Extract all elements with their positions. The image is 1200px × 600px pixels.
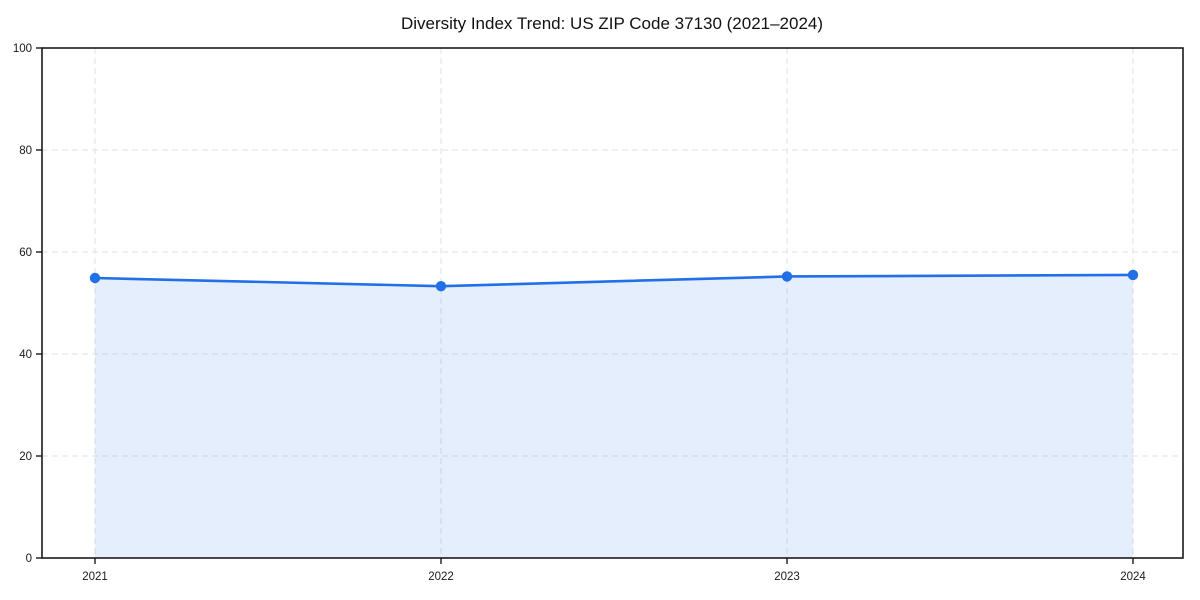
data-point-2024 <box>1127 269 1139 281</box>
x-tick-label: 2023 <box>774 571 800 583</box>
y-tick-label: 80 <box>19 145 32 157</box>
area-fill-layer <box>95 274 1133 558</box>
y-tick-label: 20 <box>19 451 32 463</box>
x-tick-label: 2021 <box>82 571 108 583</box>
axis-layer: 0 20 40 60 80 100 2021 2022 2023 2024 <box>13 43 1184 583</box>
y-tick-label: 0 <box>26 553 32 565</box>
plot-border <box>41 47 1184 559</box>
data-point-2021 <box>89 272 101 284</box>
trend-line-layer <box>93 273 1135 288</box>
data-point-layer <box>89 269 1139 292</box>
data-point-2022 <box>435 280 447 292</box>
x-tick-label: 2022 <box>428 571 454 583</box>
x-tick-label: 2024 <box>1120 571 1146 583</box>
area-fill <box>95 274 1133 558</box>
chart-title: Diversity Index Trend: US ZIP Code 37130… <box>401 14 823 33</box>
y-tick-label: 40 <box>19 349 32 361</box>
y-tick-label: 60 <box>19 247 32 259</box>
data-point-2023 <box>781 271 793 282</box>
trend-line <box>93 273 1135 288</box>
y-tick-label: 100 <box>13 43 32 55</box>
